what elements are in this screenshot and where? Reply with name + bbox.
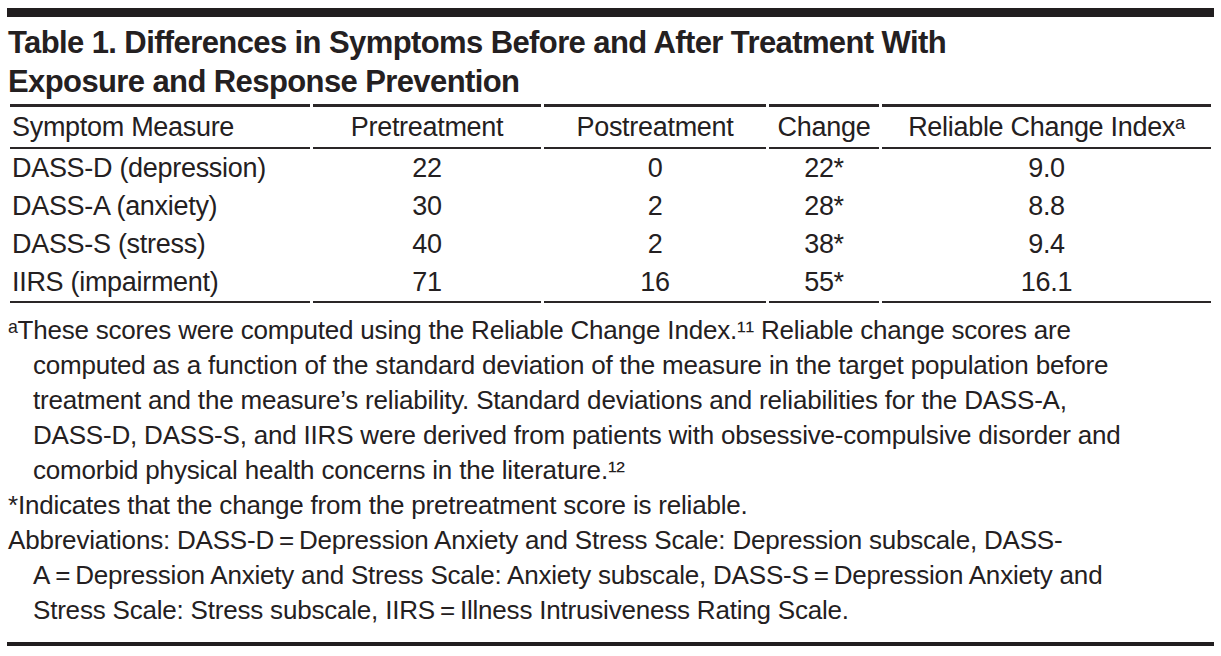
cell-reliable-change-index: 9.0 (882, 149, 1211, 187)
cell-symptom-measure: DASS-D (depression) (10, 149, 310, 187)
table-row: DASS-A (anxiety) 30 2 28* 8.8 (10, 187, 1211, 225)
cell-postreatment: 0 (544, 149, 766, 187)
cell-reliable-change-index: 16.1 (882, 263, 1211, 303)
column-header-postreatment: Postreatment (544, 104, 766, 149)
top-rule (7, 8, 1214, 17)
table-1-figure: Table 1. Differences in Symptoms Before … (0, 0, 1221, 656)
cell-pretreatment: 30 (313, 187, 541, 225)
cell-change: 55* (769, 263, 879, 303)
cell-postreatment: 2 (544, 225, 766, 263)
column-header-reliable-change-index: Reliable Change Indexᵃ (882, 104, 1211, 149)
cell-reliable-change-index: 9.4 (882, 225, 1211, 263)
cell-change: 22* (769, 149, 879, 187)
cell-reliable-change-index: 8.8 (882, 187, 1211, 225)
header-row: Symptom Measure Pretreatment Postreatmen… (10, 104, 1211, 149)
cell-change: 28* (769, 187, 879, 225)
bottom-rule (7, 642, 1214, 646)
cell-change: 38* (769, 225, 879, 263)
footnotes: ᵃThese scores were computed using the Re… (8, 313, 1213, 628)
column-header-change: Change (769, 104, 879, 149)
cell-symptom-measure: DASS-S (stress) (10, 225, 310, 263)
cell-symptom-measure: DASS-A (anxiety) (10, 187, 310, 225)
table-title-line-2: Exposure and Response Prevention (8, 62, 1213, 101)
footnote-abbreviations: Abbreviations: DASS-D = Depression Anxie… (8, 523, 1133, 628)
table-row: DASS-D (depression) 22 0 22* 9.0 (10, 149, 1211, 187)
table-title: Table 1. Differences in Symptoms Before … (8, 23, 1213, 101)
table-title-line-1: Table 1. Differences in Symptoms Before … (8, 23, 1213, 62)
cell-pretreatment: 22 (313, 149, 541, 187)
cell-symptom-measure: IIRS (impairment) (10, 263, 310, 303)
cell-pretreatment: 71 (313, 263, 541, 303)
cell-postreatment: 16 (544, 263, 766, 303)
column-header-symptom-measure: Symptom Measure (10, 104, 310, 149)
cell-pretreatment: 40 (313, 225, 541, 263)
symptoms-table: Symptom Measure Pretreatment Postreatmen… (7, 104, 1214, 303)
footnote-reliable-change-index: ᵃThese scores were computed using the Re… (8, 313, 1133, 488)
footnote-asterisk: *Indicates that the change from the pret… (8, 488, 1133, 523)
column-header-pretreatment: Pretreatment (313, 104, 541, 149)
cell-postreatment: 2 (544, 187, 766, 225)
table-row: DASS-S (stress) 40 2 38* 9.4 (10, 225, 1211, 263)
table-row: IIRS (impairment) 71 16 55* 16.1 (10, 263, 1211, 303)
